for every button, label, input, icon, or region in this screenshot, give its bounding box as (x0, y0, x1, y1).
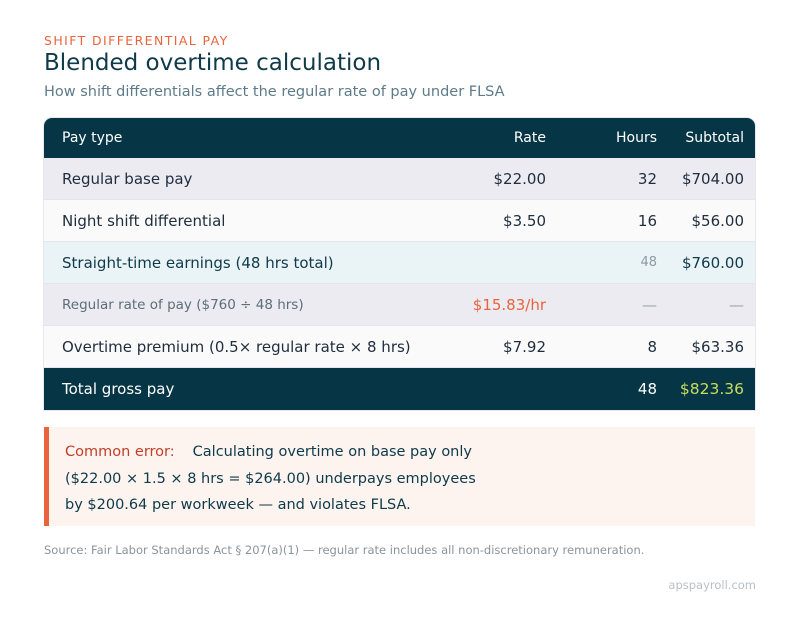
total-label: Total gross pay (62, 380, 175, 398)
callout-text-1: Calculating overtime on base pay only (192, 444, 472, 460)
row-rate: $7.92 (503, 337, 546, 356)
row-hours: 16 (637, 211, 657, 230)
page-title: Blended overtime calculation (44, 50, 382, 76)
row-subtotal: $63.36 (691, 337, 745, 356)
row-pay-type: Night shift differential (62, 211, 226, 230)
table-row-regular-rate-of-pay: Regular rate of pay ($760 ÷ 48 hrs) $15.… (44, 284, 755, 326)
column-header-hours: Hours (615, 130, 657, 146)
row-pay-type: Straight-time earnings (48 hrs total) (62, 253, 334, 272)
eyebrow-label: SHIFT DIFFERENTIAL PAY (44, 33, 229, 48)
total-subtotal: $823.36 (679, 380, 744, 398)
source-note: Source: Fair Labor Standards Act § 207(a… (44, 543, 645, 557)
row-subtotal: — (729, 295, 744, 314)
row-hours: 48 (640, 255, 657, 270)
row-subtotal: $760.00 (681, 253, 744, 272)
row-subtotal: $56.00 (691, 211, 745, 230)
row-rate: $3.50 (503, 211, 546, 230)
row-subtotal: $704.00 (681, 169, 744, 188)
table-row-overtime-premium: Overtime premium (0.5× regular rate × 8 … (44, 326, 755, 368)
table-header-row: Pay type Rate Hours Subtotal (44, 118, 755, 158)
row-pay-type: Overtime premium (0.5× regular rate × 8 … (62, 337, 411, 356)
callout-line-2: ($22.00 × 1.5 × 8 hrs = $264.00) underpa… (65, 470, 476, 487)
brand-watermark: apspayroll.com (668, 578, 756, 592)
row-pay-type: Regular base pay (62, 169, 193, 188)
row-rate: $15.83/hr (472, 295, 546, 314)
column-header-subtotal: Subtotal (685, 130, 744, 146)
table-row-regular-base-pay: Regular base pay $22.00 32 $704.00 (44, 158, 755, 200)
row-rate: $22.00 (493, 169, 547, 188)
row-hours: — (642, 295, 657, 314)
callout-label: Common error: (65, 444, 175, 460)
row-hours: 32 (637, 169, 657, 188)
pay-table: Pay type Rate Hours Subtotal Regular bas… (44, 118, 755, 410)
row-hours: 8 (647, 337, 657, 356)
table-row-night-shift-differential: Night shift differential $3.50 16 $56.00 (44, 200, 755, 242)
column-header-rate: Rate (513, 130, 546, 146)
common-error-callout: Common error: Calculating overtime on bas… (44, 427, 755, 526)
column-header-pay-type: Pay type (62, 130, 123, 146)
callout-line-1: Common error: Calculating overtime on bas… (65, 439, 755, 466)
callout-line-3: by $200.64 per workweek — and violates F… (65, 497, 411, 513)
page-subtitle: How shift differentials affect the regul… (44, 84, 505, 100)
total-hours: 48 (637, 380, 657, 398)
table-row-total-gross-pay: Total gross pay 48 $823.36 (44, 368, 755, 410)
row-pay-type: Regular rate of pay ($760 ÷ 48 hrs) (62, 296, 304, 313)
table-row-straight-time-earnings: Straight-time earnings (48 hrs total) 48… (44, 242, 755, 284)
